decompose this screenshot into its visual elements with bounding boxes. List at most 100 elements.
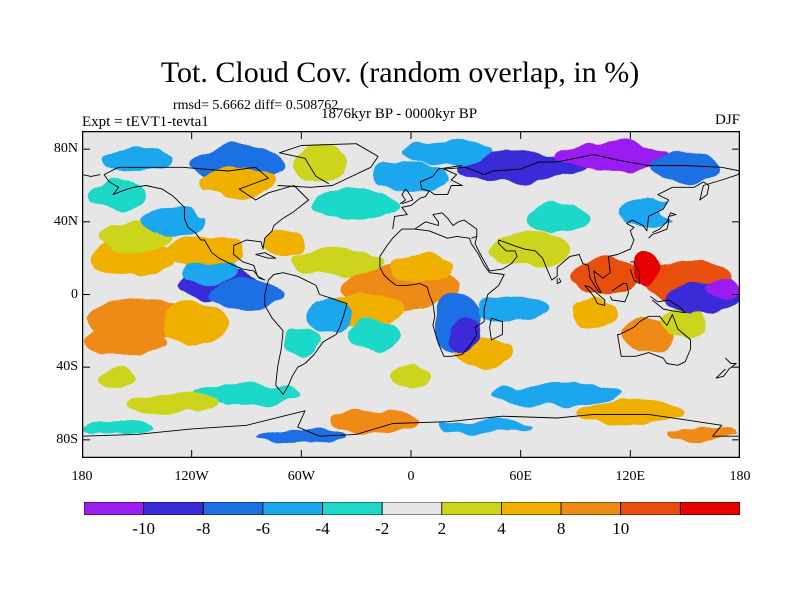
latitude-label: 80N	[53, 141, 78, 157]
field-region	[306, 298, 351, 335]
field-region	[489, 230, 570, 268]
field-region	[200, 167, 274, 197]
experiment-text: Expt = tEVT1-tevta1	[82, 114, 209, 130]
field-region	[659, 201, 711, 224]
coastline	[264, 272, 348, 395]
field-region	[575, 401, 686, 424]
map-panel	[82, 131, 740, 458]
field-region	[188, 189, 232, 219]
field-region	[328, 410, 421, 433]
colorbar-label: 2	[437, 519, 447, 538]
field-region	[666, 425, 740, 440]
field-region	[621, 316, 676, 353]
longitude-label: 0	[407, 469, 415, 484]
colorbar-label: 8	[556, 519, 566, 538]
period-text: 1876kyr BP - 0000kyr BP	[321, 106, 478, 122]
colorbar-label: -2	[375, 519, 390, 538]
latitude-label: 80S	[56, 431, 78, 447]
field-region	[162, 301, 229, 346]
field-region	[703, 278, 740, 300]
coastline	[489, 317, 503, 341]
field-region	[242, 352, 287, 375]
field-region	[474, 294, 549, 324]
anomaly-field	[82, 141, 740, 444]
field-region	[465, 265, 503, 288]
field-region	[82, 421, 156, 437]
field-region	[456, 152, 585, 182]
colorbar-label: 10	[612, 519, 630, 538]
longitude-label: 120E	[615, 469, 646, 484]
longitude-label: 60E	[509, 469, 532, 484]
coastline	[419, 165, 463, 192]
colorbar-swatch	[620, 502, 681, 515]
colorbar-swatch	[680, 502, 740, 515]
field-region	[621, 198, 676, 228]
colorbar-label: -4	[315, 519, 330, 538]
longitude-label: 120W	[174, 469, 209, 484]
coastline	[379, 228, 505, 357]
field-region	[100, 149, 174, 171]
coastline	[609, 283, 629, 303]
field-region	[255, 428, 347, 444]
field-region	[127, 392, 220, 415]
field-region	[87, 327, 168, 357]
field-region	[283, 327, 320, 357]
colorbar-swatch	[381, 502, 443, 515]
field-region	[191, 383, 302, 406]
coastline	[715, 357, 737, 379]
field-region	[438, 419, 530, 435]
coastline	[414, 212, 478, 239]
longitude-label: 60W	[287, 469, 315, 484]
colorbar-swatch	[322, 502, 383, 515]
field-region	[209, 280, 284, 309]
field-region	[347, 320, 402, 349]
field-region	[292, 247, 384, 277]
field-region	[493, 383, 622, 406]
colorbar-label: -6	[255, 519, 270, 538]
coastline	[648, 212, 677, 239]
field-region	[387, 252, 453, 282]
colorbar-swatch	[441, 502, 502, 515]
field-region	[91, 180, 146, 210]
coastline	[392, 154, 740, 230]
colorbar-label: -8	[196, 519, 211, 538]
coastline	[103, 166, 310, 281]
field-region	[524, 203, 591, 233]
coastline	[474, 170, 740, 294]
plot-title: Tot. Cloud Cov. (random overlap, in %)	[160, 56, 640, 89]
field-region	[451, 316, 481, 353]
colorbar-swatch	[560, 502, 622, 515]
axis-ticks	[82, 131, 740, 458]
coastline	[629, 261, 640, 285]
colorbar	[84, 502, 740, 515]
coastline	[255, 252, 277, 259]
field-region	[182, 261, 238, 284]
field-region	[347, 229, 402, 251]
field-region	[401, 141, 494, 164]
coastline	[584, 284, 606, 306]
field-region	[310, 189, 402, 219]
field-region	[261, 229, 305, 259]
latitude-label: 0	[71, 286, 78, 302]
field-region	[663, 307, 708, 337]
field-region	[294, 145, 346, 182]
latitude-label: 40S	[56, 359, 78, 375]
stats-text: rmsd= 5.6662 diff= 0.508762	[173, 98, 339, 113]
colorbar-swatch	[501, 502, 562, 515]
latitude-label: 40N	[53, 213, 78, 229]
coastlines	[82, 143, 740, 437]
coastline	[399, 188, 414, 205]
field-region	[648, 152, 722, 182]
colorbar-swatch	[84, 502, 144, 515]
coastline	[82, 410, 740, 437]
season-text: DJF	[714, 112, 740, 128]
coastline	[556, 277, 562, 285]
field-region	[630, 250, 660, 288]
longitude-label: 180	[71, 469, 93, 484]
colorbar-label: -10	[132, 519, 155, 538]
field-region	[568, 298, 620, 328]
coastline	[650, 295, 686, 314]
colorbar-swatch	[143, 502, 204, 515]
field-region	[570, 258, 636, 295]
colorbar-label: 4	[497, 519, 506, 538]
